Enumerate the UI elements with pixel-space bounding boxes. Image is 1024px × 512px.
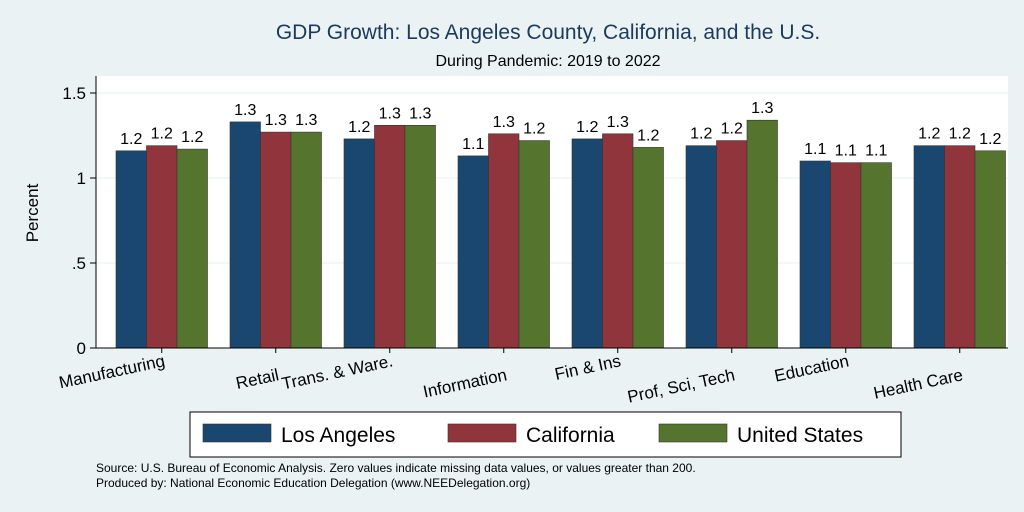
bar-value-label: 1.3 xyxy=(265,112,287,129)
bar xyxy=(518,140,550,349)
bar xyxy=(229,121,261,349)
x-category-label: Education xyxy=(773,351,851,385)
bar-value-label: 1.3 xyxy=(295,112,317,129)
bars xyxy=(115,119,1006,349)
bar xyxy=(457,155,489,349)
y-ticks: 0 .5 1 1.5 xyxy=(62,84,96,358)
produced-note: Produced by: National Economic Education… xyxy=(96,476,530,490)
x-category-label: Retail xyxy=(234,365,280,393)
bar xyxy=(176,148,208,349)
bar xyxy=(716,140,748,349)
bar xyxy=(571,138,603,349)
data-labels: 1.2 1.2 1.2 1.3 1.3 1.3 1.2 1.3 1.3 1.1 1.3 1.2 1.2 1… xyxy=(120,100,1001,160)
bar-value-label: 1.3 xyxy=(379,105,401,122)
bar xyxy=(115,150,147,349)
bar-value-label: 1.2 xyxy=(120,131,142,148)
chart-title: GDP Growth: Los Angeles County, Californ… xyxy=(276,21,820,44)
bar-value-label: 1.2 xyxy=(151,126,173,143)
bar xyxy=(290,131,322,349)
bar-value-label: 1.2 xyxy=(979,131,1001,148)
bar xyxy=(404,125,436,349)
bar-value-label: 1.3 xyxy=(607,114,629,131)
bar xyxy=(146,145,178,349)
bar xyxy=(343,138,375,349)
bar xyxy=(799,160,831,349)
legend-box xyxy=(189,411,902,458)
bar-value-label: 1.2 xyxy=(348,119,370,136)
y-axis-label: Percent xyxy=(23,183,42,242)
bar-value-label: 1.1 xyxy=(865,143,887,160)
bar xyxy=(974,150,1006,349)
x-category-labels: Manufacturing Retail Trans. & Ware. Informa… xyxy=(57,348,965,407)
bar xyxy=(913,145,945,349)
bar-value-label: 1.2 xyxy=(918,126,940,143)
bar xyxy=(685,145,717,349)
legend-swatch xyxy=(202,423,272,443)
bar xyxy=(632,147,664,349)
bar xyxy=(830,162,862,349)
legend-label: California xyxy=(526,424,615,447)
x-category-label: Manufacturing xyxy=(57,351,166,392)
x-category-label: Fin & Ins xyxy=(553,351,623,384)
bar xyxy=(746,119,778,349)
bar-value-label: 1.1 xyxy=(462,136,484,153)
y-tick-label: 1 xyxy=(77,169,86,188)
bar-value-label: 1.2 xyxy=(690,126,712,143)
bar xyxy=(944,145,976,349)
x-category-label: Trans. & Ware. xyxy=(280,351,395,393)
bar-value-label: 1.1 xyxy=(804,141,826,158)
bar xyxy=(602,133,634,349)
bar-value-label: 1.1 xyxy=(835,143,857,160)
x-category-label: Prof, Sci, Tech xyxy=(626,365,737,406)
bar-value-label: 1.2 xyxy=(721,121,743,138)
bar-value-label: 1.2 xyxy=(949,126,971,143)
bar xyxy=(260,131,292,349)
legend-swatch xyxy=(447,423,517,443)
bar xyxy=(488,133,520,349)
bar-value-label: 1.3 xyxy=(234,102,256,119)
chart-subtitle: During Pandemic: 2019 to 2022 xyxy=(435,53,660,70)
x-category-label: Health Care xyxy=(872,365,965,402)
legend-label: United States xyxy=(737,424,863,447)
bar-value-label: 1.3 xyxy=(751,100,773,117)
bar-value-label: 1.2 xyxy=(523,121,545,138)
y-tick-label: 0 xyxy=(77,339,86,358)
bar xyxy=(374,125,406,349)
legend: Los Angeles California United States xyxy=(189,411,902,458)
bar-value-label: 1.2 xyxy=(181,129,203,146)
bar-value-label: 1.2 xyxy=(637,127,659,144)
bar-value-label: 1.3 xyxy=(493,114,515,131)
bar-value-label: 1.2 xyxy=(576,119,598,136)
y-tick-label: .5 xyxy=(72,254,86,273)
legend-swatch xyxy=(658,423,728,443)
legend-label: Los Angeles xyxy=(281,424,395,447)
bar-value-label: 1.3 xyxy=(409,105,431,122)
x-category-label: Information xyxy=(421,365,508,401)
bar xyxy=(860,162,892,349)
source-note: Source: U.S. Bureau of Economic Analysis… xyxy=(96,461,696,475)
y-tick-label: 1.5 xyxy=(62,84,86,103)
